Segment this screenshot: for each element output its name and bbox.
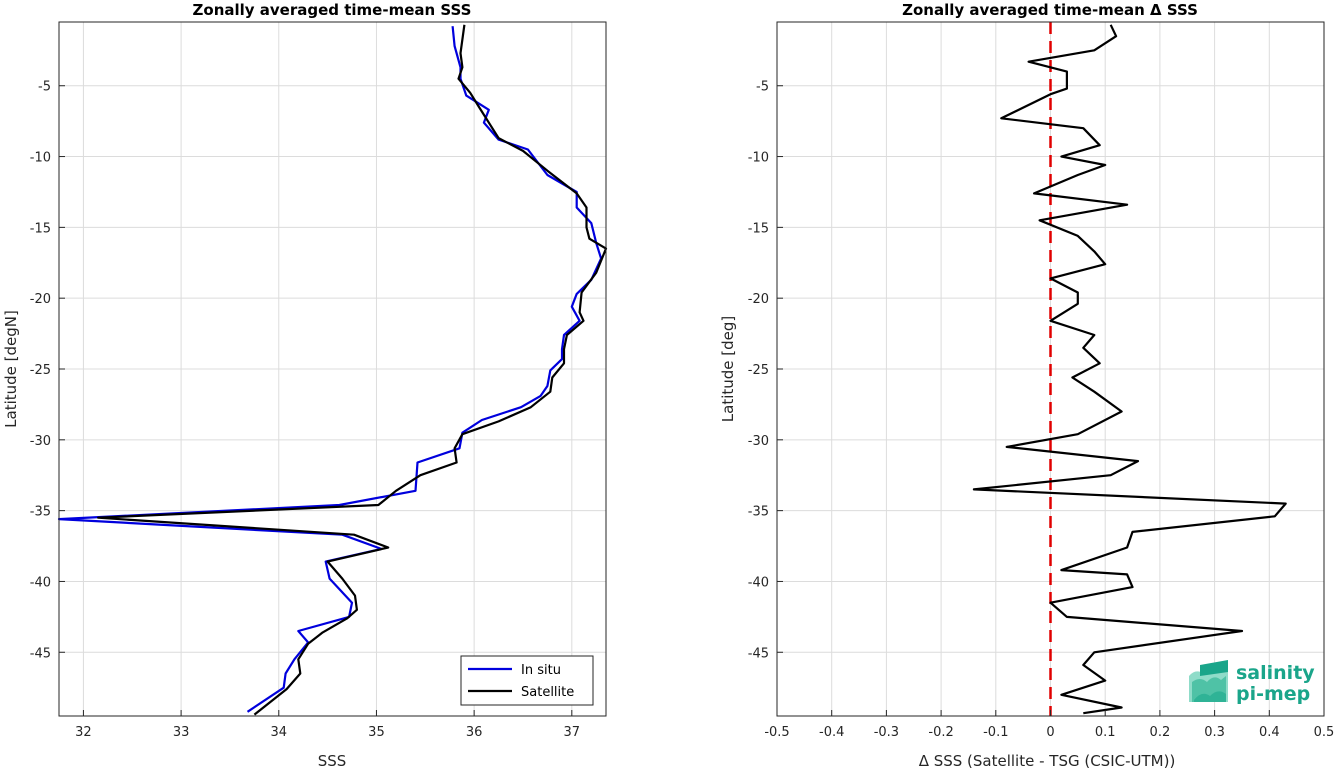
legend-in-situ-label: In situ (521, 663, 561, 678)
delta-sss-x-tick-label: 0.4 (1259, 725, 1280, 740)
delta-sss-x-tick-label: 0.3 (1204, 725, 1225, 740)
salinity-pi-mep-logo-icon (1189, 660, 1228, 702)
sss-y-tick-label: -20 (30, 292, 51, 307)
legend-satellite-label: Satellite (521, 685, 574, 700)
legend-box (460, 655, 594, 706)
sss-y-axis-label: Latitude [degN] (2, 310, 20, 428)
salinity-pi-mep-logo: salinity pi-mep (1189, 660, 1315, 705)
sss-panel: Zonally averaged time-mean SSS 32 33 34 35 3… (2, 1, 608, 769)
sss-x-tick-label: 33 (173, 725, 190, 740)
sss-x-tick-label: 34 (271, 725, 288, 740)
delta-sss-y-axis-label: Latitude [deg] (719, 316, 737, 422)
sss-legend: In situ Satellite (460, 655, 594, 706)
delta-sss-y-tick-label: -10 (748, 151, 769, 166)
delta-sss-x-tick-label: -0.1 (983, 725, 1008, 740)
logo-text-salinity: salinity (1236, 662, 1315, 684)
delta-sss-x-tick-label: -0.3 (874, 725, 899, 740)
delta-sss-y-tick-label: -5 (756, 80, 769, 95)
delta-sss-series (972, 24, 1287, 715)
sss-x-tick-label: 36 (466, 725, 483, 740)
delta-sss-y-tick-label: -25 (748, 363, 769, 378)
sss-y-tick-label: -25 (30, 363, 51, 378)
sss-y-tick-label: -35 (30, 505, 51, 520)
delta-sss-x-tick-label: 0.5 (1314, 725, 1335, 740)
delta-sss-x-tick-label: 0 (1046, 725, 1054, 740)
sss-x-tick-label: 32 (75, 725, 92, 740)
delta-sss-chart-title: Zonally averaged time-mean Δ SSS (902, 1, 1198, 19)
delta-sss-y-tick-label: -45 (748, 646, 769, 661)
delta-sss-series-line-delta (972, 24, 1287, 715)
sss-y-tick-label: -45 (30, 646, 51, 661)
sss-series (57, 24, 608, 716)
delta-sss-x-tick-label: 0.2 (1150, 725, 1171, 740)
sss-x-tick-label: 37 (564, 725, 581, 740)
delta-sss-x-tick-label: -0.5 (764, 725, 789, 740)
sss-grid (59, 22, 606, 716)
delta-sss-x-tick-label: 0.1 (1095, 725, 1116, 740)
sss-series-line-satellite (96, 24, 608, 716)
sss-ticks: 32 33 34 35 36 37 -5 -10 -15 -20 -25 -30 -35 -40 -45 (30, 80, 580, 740)
delta-sss-y-tick-label: -35 (748, 505, 769, 520)
sss-x-tick-label: 35 (368, 725, 385, 740)
delta-sss-panel: Zonally averaged time-mean Δ SSS -0.5 -0.… (719, 1, 1334, 769)
sss-y-tick-label: -30 (30, 434, 51, 449)
sss-y-tick-label: -5 (38, 80, 51, 95)
sss-y-tick-label: -40 (30, 575, 51, 590)
delta-sss-y-tick-label: -40 (748, 575, 769, 590)
sss-y-tick-label: -10 (30, 151, 51, 166)
sss-y-tick-label: -15 (30, 221, 51, 236)
delta-sss-x-tick-label: -0.2 (928, 725, 953, 740)
sss-x-axis-label: SSS (318, 752, 347, 769)
delta-sss-y-tick-label: -20 (748, 292, 769, 307)
delta-sss-x-axis-label: Δ SSS (Satellite - TSG (CSIC-UTM)) (919, 752, 1176, 769)
delta-sss-y-tick-label: -30 (748, 434, 769, 449)
sss-chart-title: Zonally averaged time-mean SSS (193, 1, 472, 19)
logo-text-pi-mep: pi-mep (1236, 683, 1310, 705)
delta-sss-ticks: -0.5 -0.4 -0.3 -0.2 -0.1 0 0.1 0.2 0.3 0.4 0.5 -5 -1… (748, 80, 1335, 740)
delta-sss-y-tick-label: -15 (748, 221, 769, 236)
delta-sss-x-tick-label: -0.4 (819, 725, 844, 740)
